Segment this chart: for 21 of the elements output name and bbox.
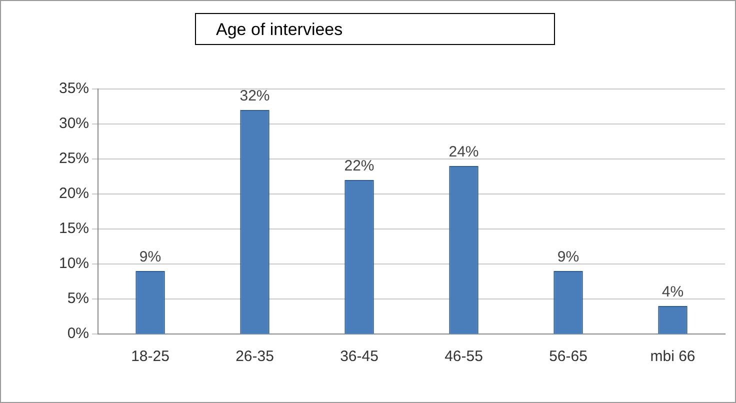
y-tick-label: 10%	[58, 255, 90, 272]
y-tick-label: 20%	[58, 185, 90, 202]
chart-title: Age of interviees	[195, 13, 555, 45]
x-tick-label: 56-65	[549, 348, 588, 366]
data-label: 32%	[240, 88, 270, 105]
data-label: 9%	[557, 248, 580, 266]
data-label: 9%	[139, 248, 162, 266]
x-tick-label: 46-55	[444, 348, 483, 366]
data-label: 22%	[344, 158, 374, 175]
y-tick-label: 25%	[58, 150, 90, 168]
data-label: 4%	[662, 284, 684, 301]
x-tick-label: 26-35	[236, 348, 274, 366]
y-tick-label: 0%	[67, 325, 90, 342]
x-tick-label: mbi 66	[650, 348, 696, 366]
x-tick-label: 18-25	[131, 348, 170, 366]
data-label: 24%	[448, 144, 479, 161]
y-tick-label: 30%	[58, 115, 90, 132]
y-tick-label: 15%	[58, 220, 90, 238]
x-tick-label: 36-45	[340, 348, 378, 366]
y-tick-label: 5%	[67, 290, 90, 308]
y-tick-label: 35%	[58, 80, 90, 98]
